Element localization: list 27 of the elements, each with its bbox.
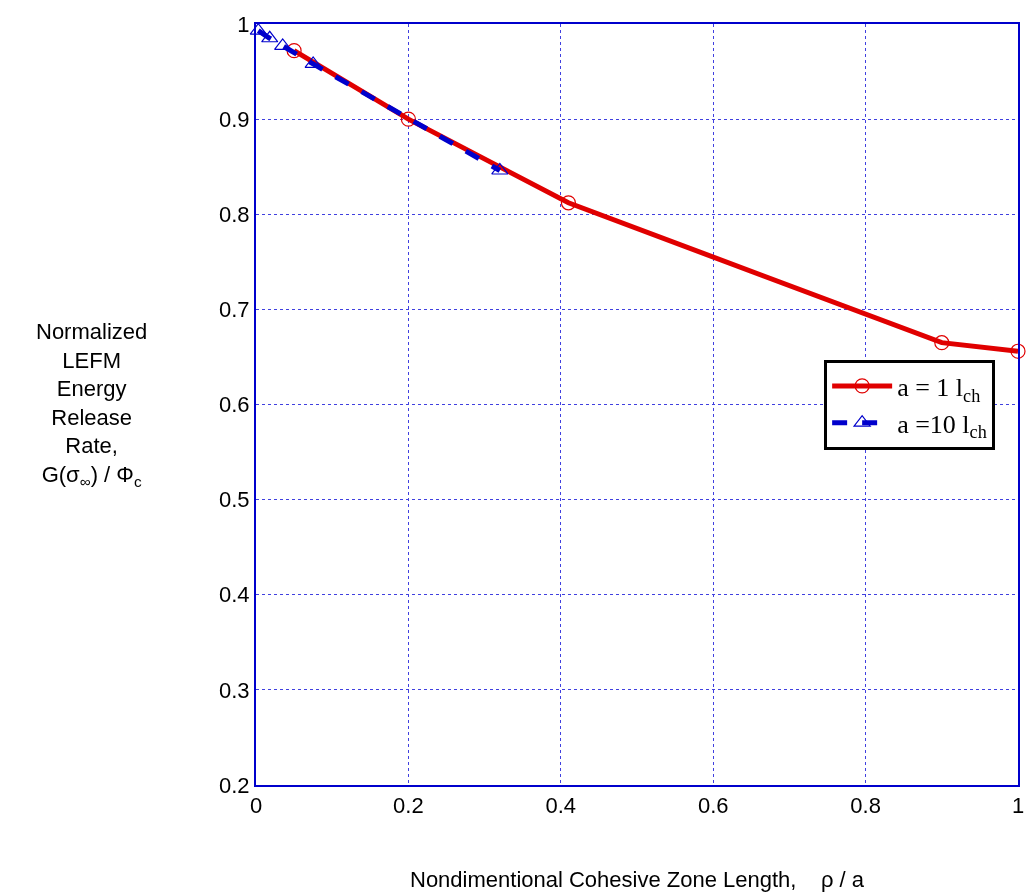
legend-label: a =10 l$_{ch}$: [897, 409, 987, 443]
legend-label: a = 1 l$_{ch}$: [897, 373, 981, 406]
x-tick-label: 0.8: [850, 793, 881, 819]
y-tick-label: 0.6: [219, 392, 250, 418]
point: [491, 162, 509, 175]
point: [400, 111, 416, 127]
point: [934, 335, 950, 351]
x-tick-label: 0.2: [393, 793, 424, 819]
y-tick-label: 0.7: [219, 297, 250, 323]
text: Normalized LEFM Energy Release Rate, G(σ$_{∞}$) / Φ$_{c}$: [36, 319, 148, 490]
point: [304, 56, 322, 69]
y-tick-label: 0.4: [219, 582, 250, 608]
y-tick-label: 0.2: [219, 772, 250, 798]
y-tick-label: 0.5: [219, 487, 250, 513]
x-axis-title: Nondimentional Cohesive Zone Length, ρ / a: [410, 867, 865, 892]
point: [560, 195, 577, 211]
x-tick-label: 0: [249, 793, 263, 819]
x-tick-label: 0.6: [697, 793, 729, 819]
y-tick-label: 0.8: [219, 201, 250, 227]
x-tick-label: 1: [1011, 793, 1025, 819]
point: [261, 30, 279, 43]
y-tick-label: 1: [237, 11, 250, 37]
point: [286, 43, 302, 59]
y-tick-label: 0.3: [219, 677, 250, 703]
y-tick-label: 0.9: [219, 106, 250, 132]
point: [1010, 343, 1026, 359]
x-tick-label: 0.4: [545, 793, 577, 819]
